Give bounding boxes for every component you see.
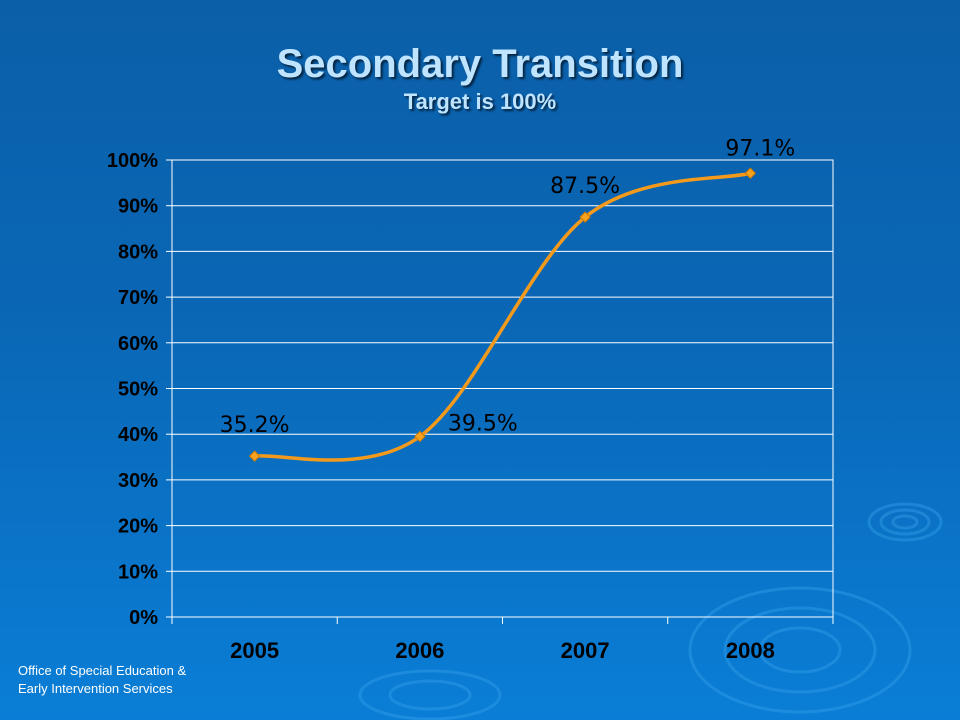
data-label: 97.1% (725, 136, 795, 161)
footer-organization: Office of Special Education & Early Inte… (18, 662, 186, 698)
slide-subtitle: Target is 100% (403, 89, 557, 114)
x-tick-label: 2008 (726, 638, 775, 663)
data-point-marker (248, 450, 261, 462)
data-point-marker (744, 167, 757, 179)
y-tick-label: 0% (129, 607, 158, 629)
footer-line-1: Office of Special Education & (18, 663, 187, 678)
y-tick-label: 40% (118, 424, 158, 446)
slide-title: Secondary Transition (276, 42, 684, 86)
data-label: 39.5% (448, 411, 518, 436)
y-tick-label: 60% (118, 333, 158, 355)
y-tick-label: 20% (118, 516, 158, 538)
data-label: 35.2% (220, 413, 290, 438)
x-tick-label: 2005 (230, 638, 279, 663)
data-label: 87.5% (550, 174, 620, 199)
y-tick-label: 50% (118, 379, 158, 401)
y-tick-label: 10% (118, 561, 158, 583)
data-point-marker (579, 211, 591, 223)
y-tick-label: 100% (107, 150, 158, 172)
y-tick-label: 30% (118, 470, 158, 492)
y-tick-label: 90% (118, 196, 158, 218)
y-tick-label: 70% (118, 287, 158, 309)
y-tick-label: 80% (118, 241, 158, 263)
data-point-marker (414, 430, 426, 443)
footer-line-2: Early Intervention Services (18, 681, 173, 696)
series-line (254, 171, 751, 462)
x-tick-label: 2007 (561, 638, 610, 663)
x-tick-label: 2006 (395, 638, 444, 663)
